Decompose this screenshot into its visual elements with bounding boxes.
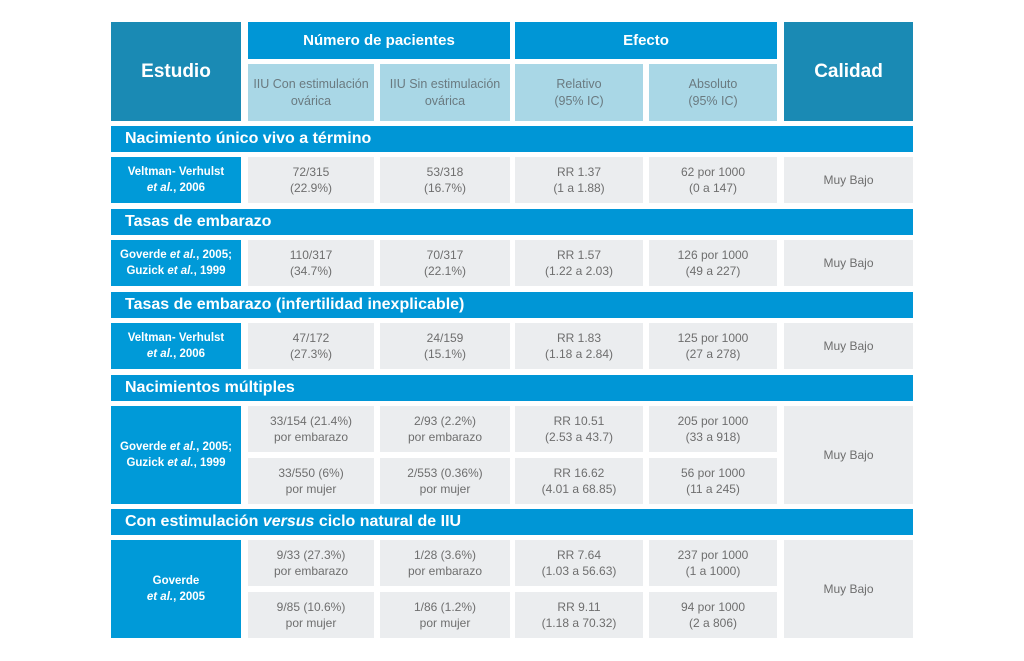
cell-con: 72/315 (22.9%)	[248, 157, 374, 203]
subheader-sin-estimulacion: IIU Sin estimulación ovárica	[380, 64, 510, 121]
cell-relativo: RR 16.62 (4.01 a 68.85)	[515, 458, 643, 504]
cell-calidad: Muy Bajo	[784, 240, 913, 286]
study-cell: Veltman- Verhulst et al., 2006	[111, 157, 241, 203]
cell-absoluto: 125 por 1000 (27 a 278)	[649, 323, 777, 369]
cell-relativo: RR 9.11 (1.18 a 70.32)	[515, 592, 643, 638]
cell-con: 9/85 (10.6%) por mujer	[248, 592, 374, 638]
cell-sin: 1/28 (3.6%) por embarazo	[380, 540, 510, 586]
cell-con: 9/33 (27.3%) por embarazo	[248, 540, 374, 586]
cell-calidad: Muy Bajo	[784, 323, 913, 369]
cell-absoluto: 237 por 1000 (1 a 1000)	[649, 540, 777, 586]
section-title: Tasas de embarazo (infertilidad inexplic…	[111, 292, 913, 318]
cell-calidad: Muy Bajo	[784, 157, 913, 203]
cell-sin: 2/93 (2.2%) por embarazo	[380, 406, 510, 452]
subheader-relativo: Relativo (95% IC)	[515, 64, 643, 121]
section-title: Tasas de embarazo	[111, 209, 913, 235]
cell-relativo: RR 7.64 (1.03 a 56.63)	[515, 540, 643, 586]
header-numero-pacientes: Número de pacientes	[248, 22, 510, 59]
cell-con: 47/172 (27.3%)	[248, 323, 374, 369]
section-title: Con estimulación versus ciclo natural de…	[111, 509, 913, 535]
cell-calidad: Muy Bajo	[784, 540, 913, 638]
cell-absoluto: 56 por 1000 (11 a 245)	[649, 458, 777, 504]
header-estudio: Estudio	[111, 22, 241, 121]
cell-con: 33/154 (21.4%) por embarazo	[248, 406, 374, 452]
subheader-con-estimulacion: IIU Con estimulación ovárica	[248, 64, 374, 121]
subheader-absoluto: Absoluto (95% IC)	[649, 64, 777, 121]
cell-relativo: RR 1.37 (1 a 1.88)	[515, 157, 643, 203]
cell-relativo: RR 10.51 (2.53 a 43.7)	[515, 406, 643, 452]
cell-absoluto: 205 por 1000 (33 a 918)	[649, 406, 777, 452]
cell-sin: 2/553 (0.36%) por mujer	[380, 458, 510, 504]
cell-absoluto: 126 por 1000 (49 a 227)	[649, 240, 777, 286]
section-title: Nacimientos múltiples	[111, 375, 913, 401]
cell-con: 110/317 (34.7%)	[248, 240, 374, 286]
header-calidad: Calidad	[784, 22, 913, 121]
cell-sin: 70/317 (22.1%)	[380, 240, 510, 286]
cell-relativo: RR 1.83 (1.18 a 2.84)	[515, 323, 643, 369]
cell-sin: 1/86 (1.2%) por mujer	[380, 592, 510, 638]
cell-sin: 24/159 (15.1%)	[380, 323, 510, 369]
cell-calidad: Muy Bajo	[784, 406, 913, 504]
header-efecto: Efecto	[515, 22, 777, 59]
study-cell: Veltman- Verhulst et al., 2006	[111, 323, 241, 369]
cell-relativo: RR 1.57 (1.22 a 2.03)	[515, 240, 643, 286]
section-title: Nacimiento único vivo a término	[111, 126, 913, 152]
cell-absoluto: 94 por 1000 (2 a 806)	[649, 592, 777, 638]
study-cell: Goverde et al., 2005; Guzick et al., 199…	[111, 406, 241, 504]
cell-absoluto: 62 por 1000 (0 a 147)	[649, 157, 777, 203]
study-cell: Goverde et al., 2005; Guzick et al., 199…	[111, 240, 241, 286]
study-cell: Goverde et al., 2005	[111, 540, 241, 638]
cell-sin: 53/318 (16.7%)	[380, 157, 510, 203]
cell-con: 33/550 (6%) por mujer	[248, 458, 374, 504]
